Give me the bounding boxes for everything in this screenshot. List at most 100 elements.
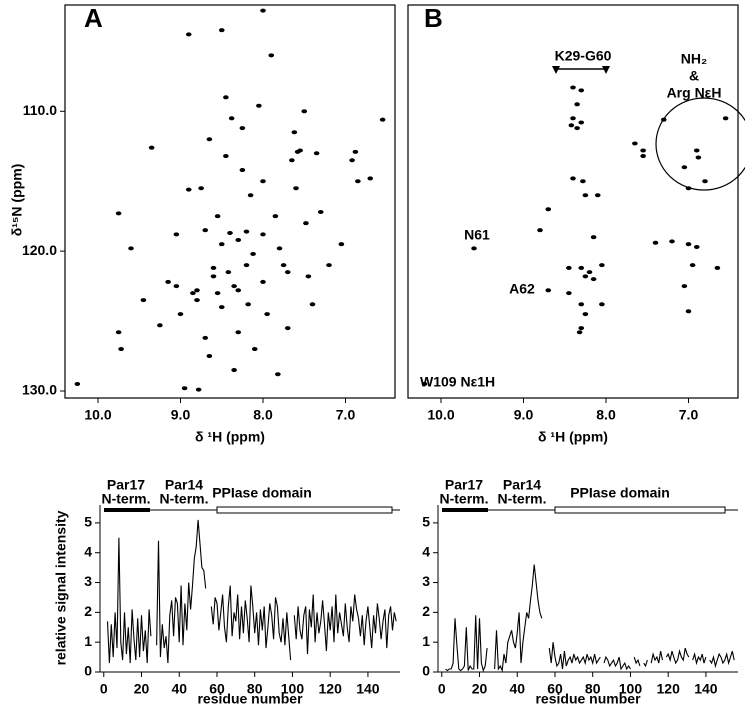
peak (74, 382, 81, 387)
peak (689, 263, 696, 268)
annotation: N61 (464, 227, 490, 243)
peak (239, 168, 246, 173)
x-tick-label: 120 (319, 681, 343, 697)
x-tick-label: 10.0 (84, 407, 111, 423)
peak (185, 187, 192, 192)
x-tick-label: 20 (472, 681, 488, 697)
peak (223, 154, 229, 159)
peak (173, 232, 180, 237)
peak (326, 263, 332, 268)
peak (594, 193, 601, 198)
peak (317, 209, 324, 214)
x-tick-label: 7.0 (336, 407, 356, 423)
x-axis-label: residue number (197, 691, 303, 707)
peak (206, 354, 213, 359)
peak (251, 347, 258, 352)
peak (568, 123, 575, 128)
peak (545, 288, 552, 293)
peak (165, 279, 171, 284)
peak (566, 265, 572, 270)
x-tick-label: 20 (134, 681, 150, 697)
plot-frame (64, 4, 396, 399)
peak (284, 326, 291, 331)
peak (235, 237, 242, 242)
domain-bar (442, 508, 488, 512)
x-tick-label: 9.0 (514, 407, 534, 423)
peak (570, 116, 576, 121)
peak (545, 207, 552, 212)
x-tick-label: 100 (619, 681, 643, 697)
y-tick-label: 120.0 (22, 242, 57, 258)
peak (260, 179, 266, 184)
peak (268, 53, 275, 58)
peak (570, 85, 576, 90)
peak (582, 312, 589, 317)
plot-frame (407, 4, 739, 399)
peak (313, 151, 320, 156)
peak (190, 291, 196, 296)
x-tick-label: 8.0 (596, 407, 616, 423)
domain-label: Par17 (445, 477, 483, 493)
peak (305, 274, 312, 279)
y-tick-label: 5 (422, 514, 430, 530)
y-tick-label: 3 (84, 573, 92, 589)
peak (260, 279, 266, 284)
peak (367, 176, 374, 181)
y-axis-label: relative signal intensity (53, 510, 69, 665)
y-tick-label: 4 (422, 543, 430, 559)
peak (210, 265, 217, 270)
domain-label: N-term. (497, 491, 546, 507)
peak (181, 386, 188, 391)
peak (214, 214, 221, 219)
domain-label: Par17 (107, 477, 145, 493)
x-tick-label: 8.0 (253, 407, 273, 423)
peak (115, 330, 122, 335)
domain-label: PPIase domain (212, 485, 312, 501)
peak (574, 126, 580, 131)
peak (566, 291, 572, 296)
peak (574, 102, 580, 107)
panel-letter: A (84, 3, 103, 33)
peak (695, 155, 702, 160)
peak (702, 179, 708, 184)
peak (309, 302, 316, 307)
peak (210, 274, 217, 279)
x-tick-label: 140 (356, 681, 380, 697)
peak (570, 176, 576, 181)
peak (198, 186, 204, 191)
peak (173, 284, 180, 289)
x-tick-label: 7.0 (679, 407, 699, 423)
bracket-arrows (552, 66, 610, 74)
peak (256, 103, 262, 108)
peak (275, 372, 281, 377)
x-axis-label: δ ¹H (ppm) (538, 429, 608, 445)
peak (685, 309, 692, 314)
y-tick-label: 130.0 (22, 382, 57, 398)
y-tick-label: 1 (422, 633, 430, 649)
y-tick-label: 1 (84, 633, 92, 649)
region-circle (655, 97, 745, 191)
peak (243, 263, 250, 268)
peak (128, 246, 134, 251)
peak (250, 251, 256, 256)
peak (264, 312, 270, 317)
peak (693, 148, 700, 153)
peak (578, 302, 585, 307)
x-axis-label: residue number (535, 691, 641, 707)
peak (578, 326, 585, 331)
peak (148, 145, 155, 150)
peak (284, 270, 291, 275)
x-tick-label: 0 (100, 681, 108, 697)
x-tick-label: 60 (209, 681, 225, 697)
domain-label: N-term. (159, 491, 208, 507)
peak (247, 193, 254, 198)
peak (206, 137, 213, 142)
x-tick-label: 40 (171, 681, 187, 697)
x-tick-label: 80 (247, 681, 263, 697)
peak (586, 270, 593, 275)
annotation: Arg NεH (667, 85, 722, 101)
peak (685, 186, 692, 191)
peak (118, 347, 124, 352)
peak (355, 179, 361, 184)
